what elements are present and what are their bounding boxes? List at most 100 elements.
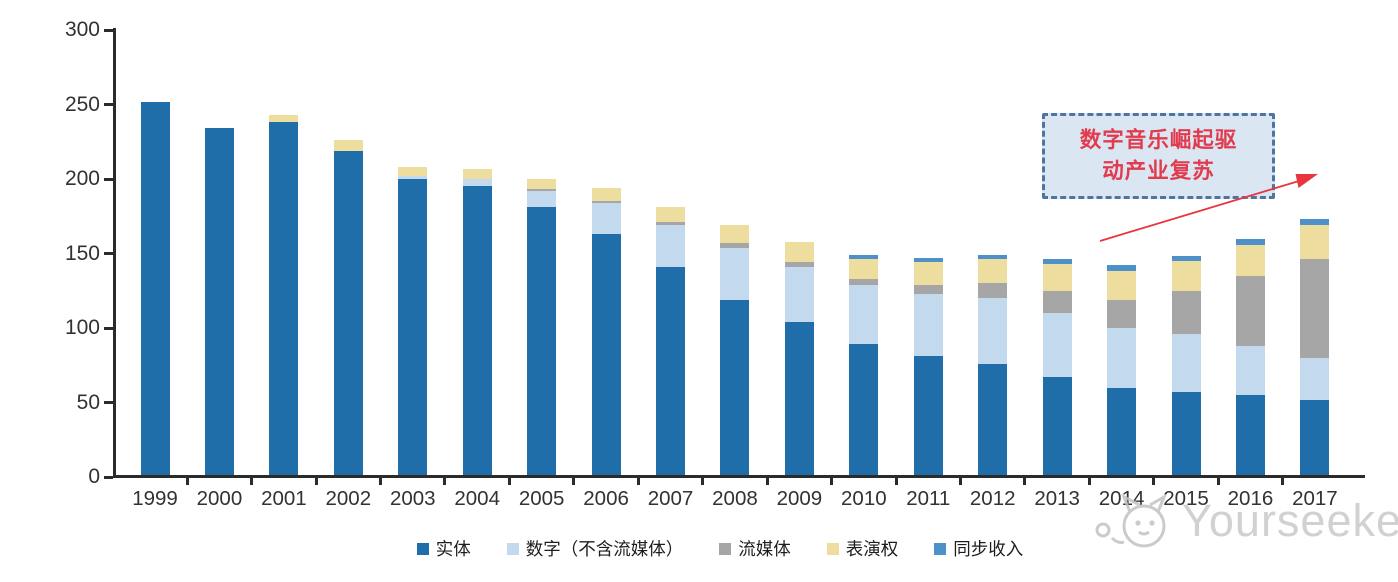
bar-segment: [527, 179, 557, 190]
x-axis-label: 2002: [325, 487, 372, 510]
x-axis-label: 2013: [1034, 487, 1080, 510]
y-axis-tick: [104, 28, 113, 32]
x-axis-label: 2008: [712, 487, 758, 510]
bar-segment: [462, 168, 492, 179]
bar-segment: [1171, 260, 1201, 291]
bar-segment: [1171, 290, 1201, 334]
bar-segment: [1300, 399, 1330, 477]
legend-item: 数字（不含流媒体）: [506, 536, 684, 561]
x-axis-label: 2014: [1098, 487, 1145, 510]
bar-segment: [656, 266, 686, 477]
bar-segment: [849, 259, 879, 279]
bar-segment: [398, 176, 428, 179]
x-axis-label: 2012: [969, 487, 1016, 510]
bar-segment: [1300, 357, 1330, 400]
bar-segment: [913, 257, 943, 263]
bar-segment: [1235, 238, 1265, 245]
x-axis-tick: [765, 477, 769, 485]
x-axis-label: 2000: [196, 487, 243, 510]
x-axis-tick: [379, 477, 383, 485]
bar-segment: [656, 207, 686, 223]
x-axis-tick: [894, 477, 898, 485]
legend-swatch-icon: [719, 542, 732, 555]
x-axis-tick: [636, 477, 640, 485]
y-axis-label: 300: [64, 18, 100, 41]
legend-swatch-icon: [506, 542, 519, 555]
bar-segment: [269, 122, 299, 477]
bar-segment: [1042, 377, 1072, 477]
bar-segment: [1171, 392, 1201, 477]
legend-swatch-icon: [826, 542, 839, 555]
bar-segment: [1107, 328, 1137, 388]
x-axis-tick: [830, 477, 834, 485]
bar-segment: [849, 254, 879, 260]
annotation-text-line2: 动产业复苏: [1102, 159, 1215, 183]
x-axis-label: 2007: [647, 487, 694, 510]
annotation-text-line1: 数字音乐崛起驱: [1079, 128, 1238, 152]
bar-segment: [591, 202, 621, 235]
x-axis-tick: [572, 477, 576, 485]
legend-label: 数字（不含流媒体）: [525, 539, 684, 559]
bar-segment: [333, 140, 363, 151]
watermark-text: Yourseeker: [1182, 495, 1398, 546]
legend-item: 同步收入: [934, 536, 1023, 561]
x-axis-tick: [185, 477, 189, 485]
bar-segment: [656, 225, 686, 267]
x-axis-label: 2005: [518, 487, 565, 510]
x-axis-tick: [1087, 477, 1091, 485]
x-axis: [113, 475, 1365, 478]
bar-segment: [913, 293, 943, 357]
bar-segment: [462, 179, 492, 187]
bar-segment: [1042, 313, 1072, 378]
bar-segment: [1235, 345, 1265, 396]
bar-segment: [1300, 225, 1330, 260]
legend-swatch-icon: [934, 542, 947, 555]
bar-segment: [204, 128, 234, 477]
x-axis-tick: [443, 477, 447, 485]
y-axis-label: 250: [64, 92, 100, 116]
bar-segment: [527, 190, 557, 208]
bar-segment: [1171, 256, 1201, 261]
bar-segment: [978, 363, 1008, 477]
bar-segment: [462, 186, 492, 477]
y-axis-label: 200: [64, 167, 100, 190]
x-axis-tick: [1281, 477, 1285, 485]
bar-segment: [591, 187, 621, 202]
annotation-callout: 数字音乐崛起驱 动产业复苏: [1042, 113, 1275, 199]
bar-segment: [591, 234, 621, 477]
bar-segment: [1107, 265, 1137, 272]
bar-segment: [333, 150, 363, 477]
bar-segment: [784, 322, 814, 477]
legend-item: 流媒体: [719, 536, 791, 561]
x-axis-label: 2009: [776, 487, 823, 510]
bar-segment: [269, 114, 299, 123]
bar-segment: [1171, 333, 1201, 393]
legend-label: 实体: [435, 539, 471, 559]
cat-logo-icon: [1095, 493, 1167, 548]
y-axis-label: 50: [76, 390, 100, 414]
bar-segment: [1235, 244, 1265, 276]
x-axis-label: 2003: [389, 487, 436, 510]
bar-segment: [1235, 275, 1265, 346]
bar-segment: [978, 283, 1008, 299]
x-axis-label: 2015: [1163, 487, 1209, 510]
bar-segment: [1107, 387, 1137, 477]
y-axis-tick: [104, 401, 113, 404]
x-axis-tick: [1152, 477, 1156, 485]
x-axis-label: 2001: [261, 487, 307, 510]
x-axis-label: 2017: [1292, 487, 1338, 510]
y-axis: [113, 28, 116, 478]
x-axis-tick: [701, 477, 705, 485]
bar-segment: [720, 225, 750, 244]
bar-segment: [720, 247, 750, 300]
x-axis-tick: [1023, 477, 1027, 485]
bar-segment: [398, 179, 428, 477]
x-axis-label: 2011: [906, 487, 951, 510]
x-axis-label: 2004: [454, 487, 500, 510]
legend: 实体 数字（不含流媒体） 流媒体 表演权 同步收入: [100, 536, 1340, 561]
bar-segment: [1235, 395, 1265, 477]
bar-segment: [913, 284, 943, 294]
legend-swatch-icon: [416, 542, 429, 555]
x-axis-tick: [314, 477, 318, 485]
